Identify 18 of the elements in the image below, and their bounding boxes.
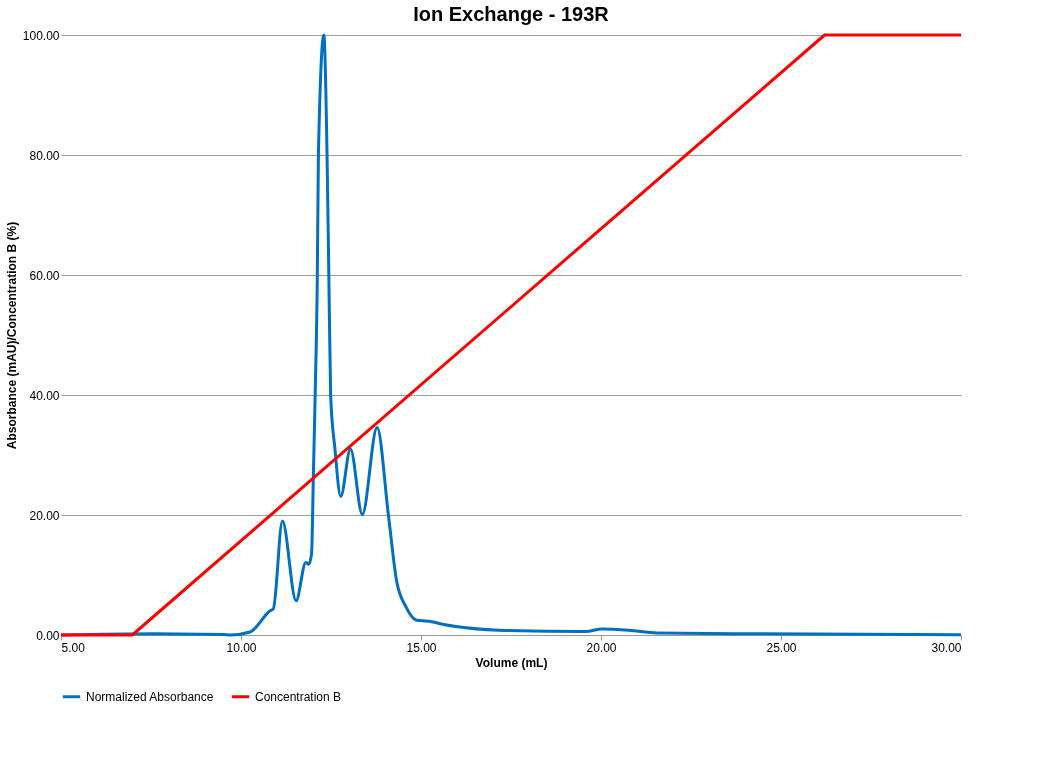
x-tick-label: 10.00: [226, 640, 257, 655]
chart-title: Ion Exchange - 193R: [413, 3, 610, 25]
legend-label: Concentration B: [255, 689, 342, 704]
x-axis-title: Volume (mL): [475, 655, 548, 670]
y-axis-title: Absorbance (mAU)/Concentration B (%): [4, 221, 19, 450]
x-tick-label: 30.00: [931, 640, 962, 655]
x-tick-label: 25.00: [766, 640, 797, 655]
x-tick-label: 20.00: [586, 640, 617, 655]
line-series: [59, 33, 963, 637]
y-tick-label: 0.00: [36, 628, 60, 643]
y-tick-label: 20.00: [29, 508, 60, 523]
x-tick-label: 5.00: [61, 640, 86, 655]
y-tick-label: 40.00: [29, 388, 60, 403]
x-tick-label: 15.00: [406, 640, 437, 655]
y-tick-label: 100.00: [22, 28, 60, 43]
y-tick-label: 60.00: [29, 268, 60, 283]
legend-label: Normalized Absorbance: [86, 689, 214, 704]
y-tick-label: 80.00: [29, 148, 60, 163]
